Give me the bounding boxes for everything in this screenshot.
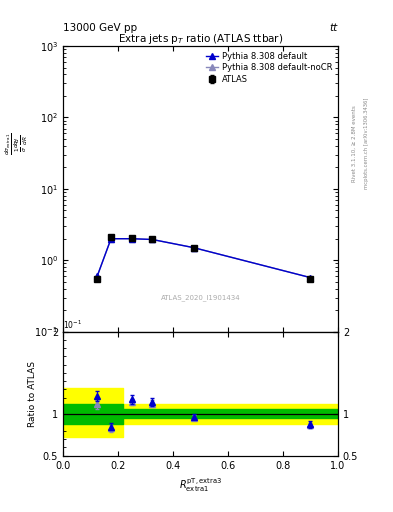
- Text: mcplots.cern.ch [arXiv:1306.3436]: mcplots.cern.ch [arXiv:1306.3436]: [364, 98, 369, 189]
- Text: Rivet 3.1.10, ≥ 2.8M events: Rivet 3.1.10, ≥ 2.8M events: [352, 105, 357, 182]
- Text: tt: tt: [330, 23, 338, 33]
- Line: Pythia 8.308 default-noCR: Pythia 8.308 default-noCR: [94, 236, 314, 281]
- Text: $\frac{1}{\sigma}$ $\frac{d}{dR}$: $\frac{1}{\sigma}$ $\frac{d}{dR}$: [13, 135, 30, 152]
- Pythia 8.308 default-noCR: [129, 236, 134, 242]
- Pythia 8.308 default: [150, 237, 155, 243]
- Text: $10^{-1}$: $10^{-1}$: [63, 318, 82, 331]
- Pythia 8.308 default: [308, 274, 313, 281]
- Title: Extra jets p$_T$ ratio (ATLAS ttbar): Extra jets p$_T$ ratio (ATLAS ttbar): [118, 32, 283, 46]
- Text: 13000 GeV pp: 13000 GeV pp: [63, 23, 137, 33]
- Pythia 8.308 default-noCR: [95, 273, 100, 279]
- Pythia 8.308 default: [108, 236, 114, 242]
- Pythia 8.308 default-noCR: [308, 274, 313, 281]
- Legend: Pythia 8.308 default, Pythia 8.308 default-noCR, ATLAS: Pythia 8.308 default, Pythia 8.308 defau…: [204, 50, 334, 86]
- X-axis label: $R_{\mathrm{extra1}}^{\mathrm{pT,extra3}}$: $R_{\mathrm{extra1}}^{\mathrm{pT,extra3}…: [179, 476, 222, 494]
- Pythia 8.308 default: [129, 236, 134, 242]
- Pythia 8.308 default: [191, 245, 196, 251]
- Pythia 8.308 default: [95, 273, 100, 279]
- Text: ATLAS_2020_I1901434: ATLAS_2020_I1901434: [161, 294, 240, 301]
- Text: $\frac{d\sigma_\mathrm{extra1}}{d\sigma}$: $\frac{d\sigma_\mathrm{extra1}}{d\sigma}…: [3, 132, 20, 155]
- Y-axis label: Ratio to ATLAS: Ratio to ATLAS: [28, 360, 37, 426]
- Pythia 8.308 default-noCR: [191, 245, 196, 251]
- Pythia 8.308 default-noCR: [150, 237, 155, 243]
- Line: Pythia 8.308 default: Pythia 8.308 default: [94, 236, 314, 281]
- Pythia 8.308 default-noCR: [108, 236, 114, 242]
